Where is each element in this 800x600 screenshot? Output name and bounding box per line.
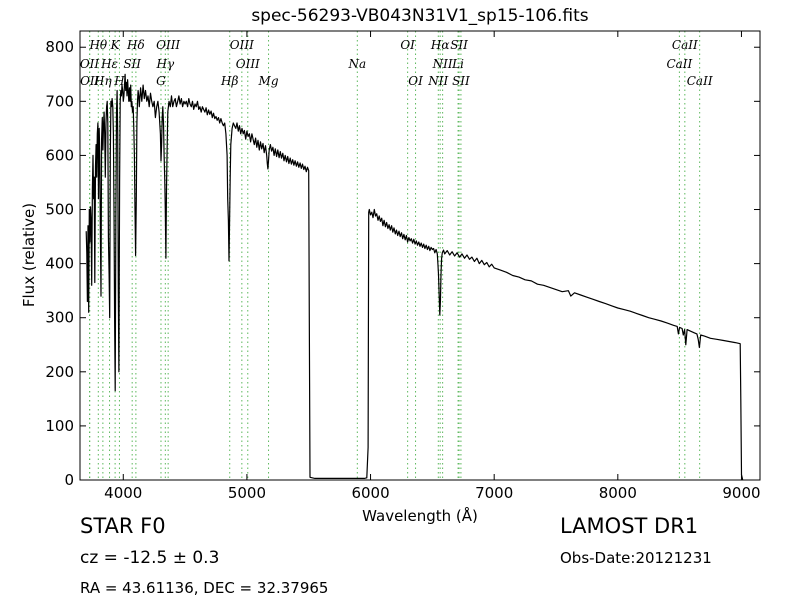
spectral-line-markers bbox=[89, 31, 701, 480]
spectral-line-label: OIII bbox=[156, 38, 180, 52]
x-tick-label: 4000 bbox=[104, 484, 142, 502]
plot-frame bbox=[79, 30, 761, 481]
spectral-line-label: Hα bbox=[430, 38, 450, 52]
y-tick-label: 600 bbox=[45, 146, 74, 164]
spectral-line-label: CaII bbox=[687, 74, 713, 88]
spectral-line-label: SII bbox=[452, 74, 470, 88]
spectral-line-label: OII bbox=[80, 74, 100, 88]
y-tick-label: 400 bbox=[45, 255, 74, 273]
y-tick-label: 800 bbox=[45, 38, 74, 56]
survey-name: LAMOST DR1 bbox=[560, 514, 699, 538]
spectral-line-label: CaII bbox=[672, 38, 698, 52]
y-tick-label: 200 bbox=[45, 363, 74, 381]
spectral-line-label: OIII bbox=[236, 57, 260, 71]
spectral-line-label: K bbox=[110, 38, 121, 52]
spectral-line-label: OIII bbox=[230, 38, 254, 52]
redshift-value: cz = -12.5 ± 0.3 bbox=[80, 548, 220, 568]
spectral-line-label: CaII bbox=[666, 57, 692, 71]
y-axis-label: Flux (relative) bbox=[20, 203, 38, 307]
spectral-line-label: SII bbox=[123, 57, 141, 71]
spectral-line-label: Hγ bbox=[155, 57, 174, 71]
spectral-line-label: OII bbox=[80, 57, 100, 71]
y-axis-ticks: 0 100 200 300 400 500 600 700 800 bbox=[45, 38, 760, 489]
y-tick-label: 100 bbox=[45, 417, 74, 435]
spectral-line-label: OI bbox=[400, 38, 415, 52]
x-axis-ticks: 4000 5000 6000 7000 8000 9000 bbox=[104, 31, 761, 502]
x-tick-label: 7000 bbox=[475, 484, 513, 502]
spectral-line-label: Mg bbox=[258, 74, 279, 88]
spectral-line-label: SII bbox=[450, 38, 468, 52]
spectral-line-label: Na bbox=[347, 57, 366, 71]
spectral-line-label: Hδ bbox=[126, 38, 145, 52]
object-class: STAR F0 bbox=[80, 514, 166, 538]
x-tick-label: 6000 bbox=[351, 484, 389, 502]
y-tick-label: 300 bbox=[45, 309, 74, 327]
spectral-line-label: G bbox=[156, 74, 166, 88]
x-tick-label: 8000 bbox=[599, 484, 637, 502]
y-tick-label: 0 bbox=[64, 471, 74, 489]
y-tick-label: 700 bbox=[45, 92, 74, 110]
spectrum-line bbox=[85, 73, 744, 481]
x-tick-label: 9000 bbox=[722, 484, 760, 502]
spectral-line-label: NII bbox=[427, 74, 448, 88]
spectral-line-label: OI bbox=[408, 74, 423, 88]
spectral-line-label: NII bbox=[432, 57, 453, 71]
y-tick-label: 500 bbox=[45, 201, 74, 219]
spectral-line-label: Hη bbox=[93, 74, 112, 88]
spectral-line-label: H bbox=[113, 74, 125, 88]
sky-coordinates: RA = 43.61136, DEC = 32.37965 bbox=[80, 579, 329, 597]
spectral-line-label: Hθ bbox=[88, 38, 107, 52]
observation-date: Obs-Date:20121231 bbox=[560, 549, 712, 567]
spectral-line-label: Hε bbox=[100, 57, 118, 71]
spectral-line-label: Li bbox=[451, 57, 464, 71]
chart-title: spec-56293-VB043N31V1_sp15-106.fits bbox=[251, 6, 589, 26]
spectral-line-label: Hβ bbox=[220, 74, 238, 88]
x-axis-label: Wavelength (Å) bbox=[362, 506, 478, 525]
x-tick-label: 5000 bbox=[228, 484, 266, 502]
